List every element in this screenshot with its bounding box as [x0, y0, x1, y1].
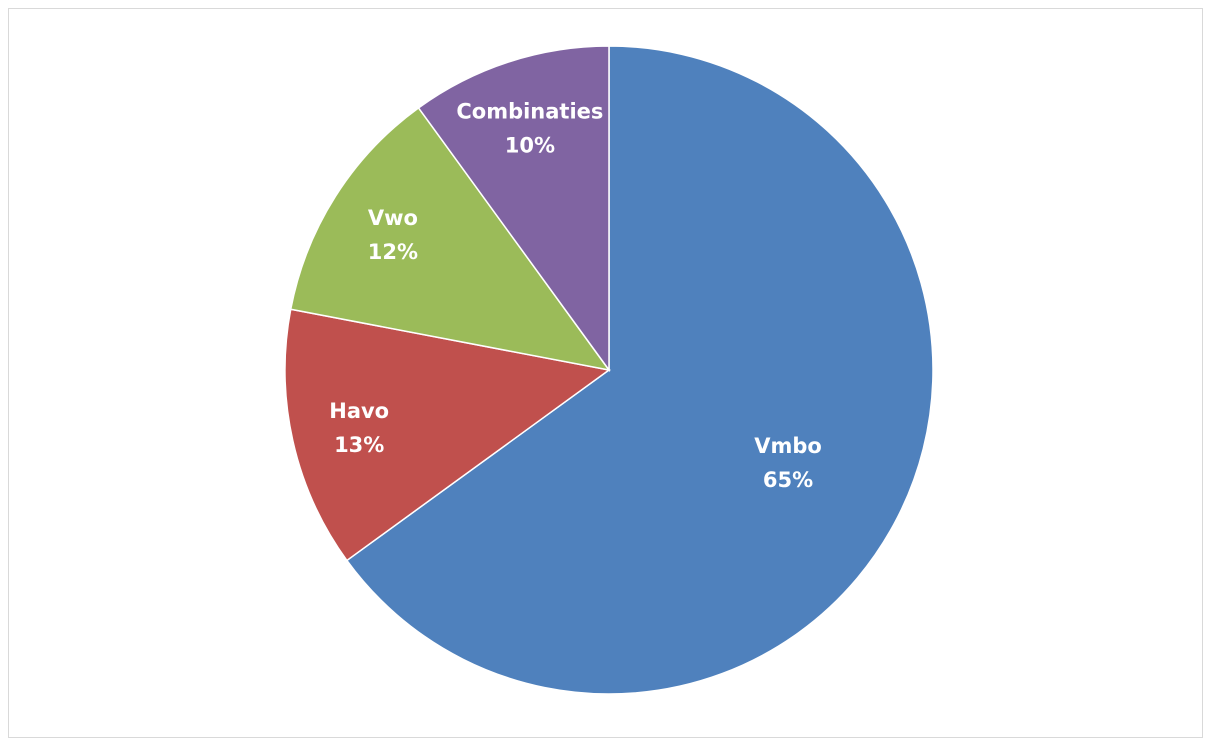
pie-slices	[284, 45, 934, 695]
pie-slice-vmbo	[345, 45, 934, 695]
slice-label-combinaties: Combinaties	[456, 100, 603, 124]
slice-label-havo: Havo	[329, 399, 389, 423]
pie-slice-vwo	[289, 106, 611, 372]
slice-percent-combinaties: 10%	[505, 134, 555, 158]
slice-percent-havo: 13%	[334, 433, 384, 457]
slice-percent-vwo: 12%	[368, 240, 418, 264]
slice-percent-vmbo: 65%	[763, 468, 813, 492]
slice-label-vmbo: Vmbo	[754, 434, 822, 458]
pie-slice-havo	[284, 308, 611, 562]
pie-labels: Vmbo 65% Havo 13% Vwo 12% Combinaties 10%	[329, 100, 822, 493]
pie-slice-combinaties	[417, 45, 610, 373]
slice-label-vwo: Vwo	[368, 206, 418, 230]
